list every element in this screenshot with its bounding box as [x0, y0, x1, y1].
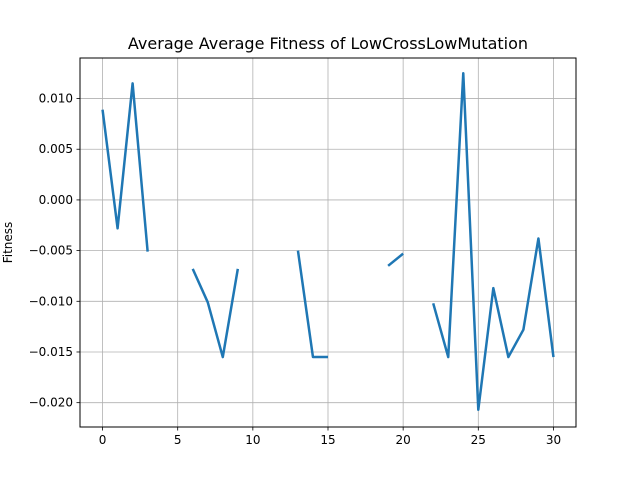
- series-layer: [101, 71, 555, 412]
- y-tick-label: 0.010: [39, 92, 73, 106]
- chart-title: Average Average Fitness of LowCrossLowMu…: [128, 34, 528, 53]
- series-line-segment: [387, 252, 404, 267]
- x-tick-label: 0: [99, 433, 107, 447]
- x-axis: 0 5 10 15 20 25 30: [99, 427, 561, 447]
- series-line-segment: [296, 250, 328, 359]
- series-line-segment: [432, 71, 555, 412]
- x-tick-label: 25: [471, 433, 486, 447]
- series-line-segment: [101, 82, 149, 252]
- y-tick-label: −0.010: [29, 294, 73, 308]
- y-tick-label: −0.005: [29, 244, 73, 258]
- y-tick-label: −0.020: [29, 396, 73, 410]
- x-tick-label: 30: [546, 433, 561, 447]
- grid: [80, 58, 576, 427]
- y-axis-label: Fitness: [1, 222, 15, 264]
- y-tick-label: 0.005: [39, 142, 73, 156]
- y-tick-label: −0.015: [29, 345, 73, 359]
- x-tick-label: 10: [245, 433, 260, 447]
- y-tick-label: 0.000: [39, 193, 73, 207]
- x-tick-label: 5: [174, 433, 182, 447]
- series-line-segment: [191, 268, 240, 359]
- x-tick-label: 20: [396, 433, 411, 447]
- x-tick-label: 15: [320, 433, 335, 447]
- y-axis: −0.020 −0.015 −0.010 −0.005 0.000 0.005 0.010: [29, 92, 80, 410]
